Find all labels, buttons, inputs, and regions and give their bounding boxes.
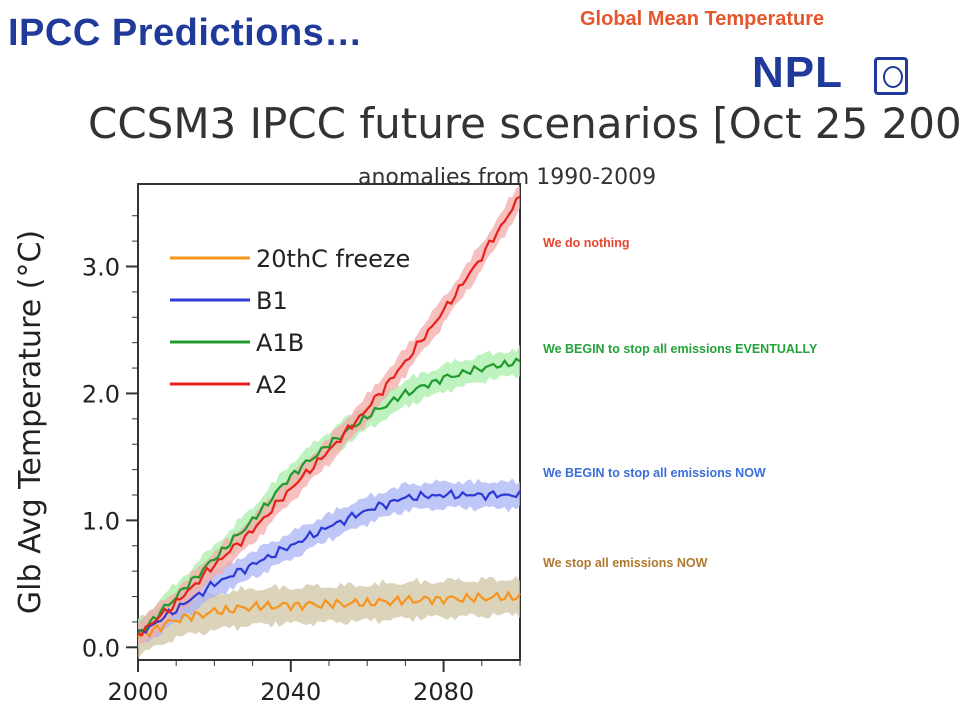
annotation-begin-now: We BEGIN to stop all emissions NOW	[543, 466, 766, 480]
legend-label: A1B	[256, 329, 304, 357]
slide-subtitle: Global Mean Temperature	[580, 8, 825, 30]
series-line-20thc-freeze	[137, 590, 521, 639]
annotation-begin-eventually: We BEGIN to stop all emissions EVENTUALL…	[543, 342, 818, 356]
y-tick-label: 1.0	[82, 507, 120, 535]
legend-label: A2	[256, 371, 288, 399]
legend-label: B1	[256, 287, 288, 315]
temperature-chart: CCSM3 IPCC future scenarios [Oct 25 2004…	[13, 99, 960, 706]
npl-crest-icon	[874, 57, 908, 95]
y-tick-label: 3.0	[82, 254, 120, 282]
logo-text: NPL	[752, 48, 843, 97]
annotation-we-do-nothing: We do nothing	[543, 236, 630, 250]
series-band-a1b	[138, 344, 520, 649]
legend-label: 20thC freeze	[256, 245, 410, 273]
series-line-a1b	[137, 357, 521, 634]
series-line-a2	[137, 195, 521, 637]
chart-title: CCSM3 IPCC future scenarios [Oct 25 2004…	[88, 99, 960, 148]
annotation-stop-now: We stop all emissions NOW	[543, 556, 708, 570]
x-tick-label: 2000	[107, 678, 168, 706]
y-tick-label: 2.0	[82, 380, 120, 408]
y-axis-label: Glb Avg Temperature (°C)	[13, 230, 48, 614]
x-tick-label: 2080	[413, 678, 474, 706]
series-line-b1	[137, 488, 521, 634]
chart-subtitle: anomalies from 1990-2009	[358, 165, 656, 190]
y-tick-label: 0.0	[82, 634, 120, 662]
x-tick-label: 2040	[260, 678, 321, 706]
npl-logo: NPL	[752, 48, 908, 104]
slide-title: IPCC Predictions…	[8, 12, 363, 54]
